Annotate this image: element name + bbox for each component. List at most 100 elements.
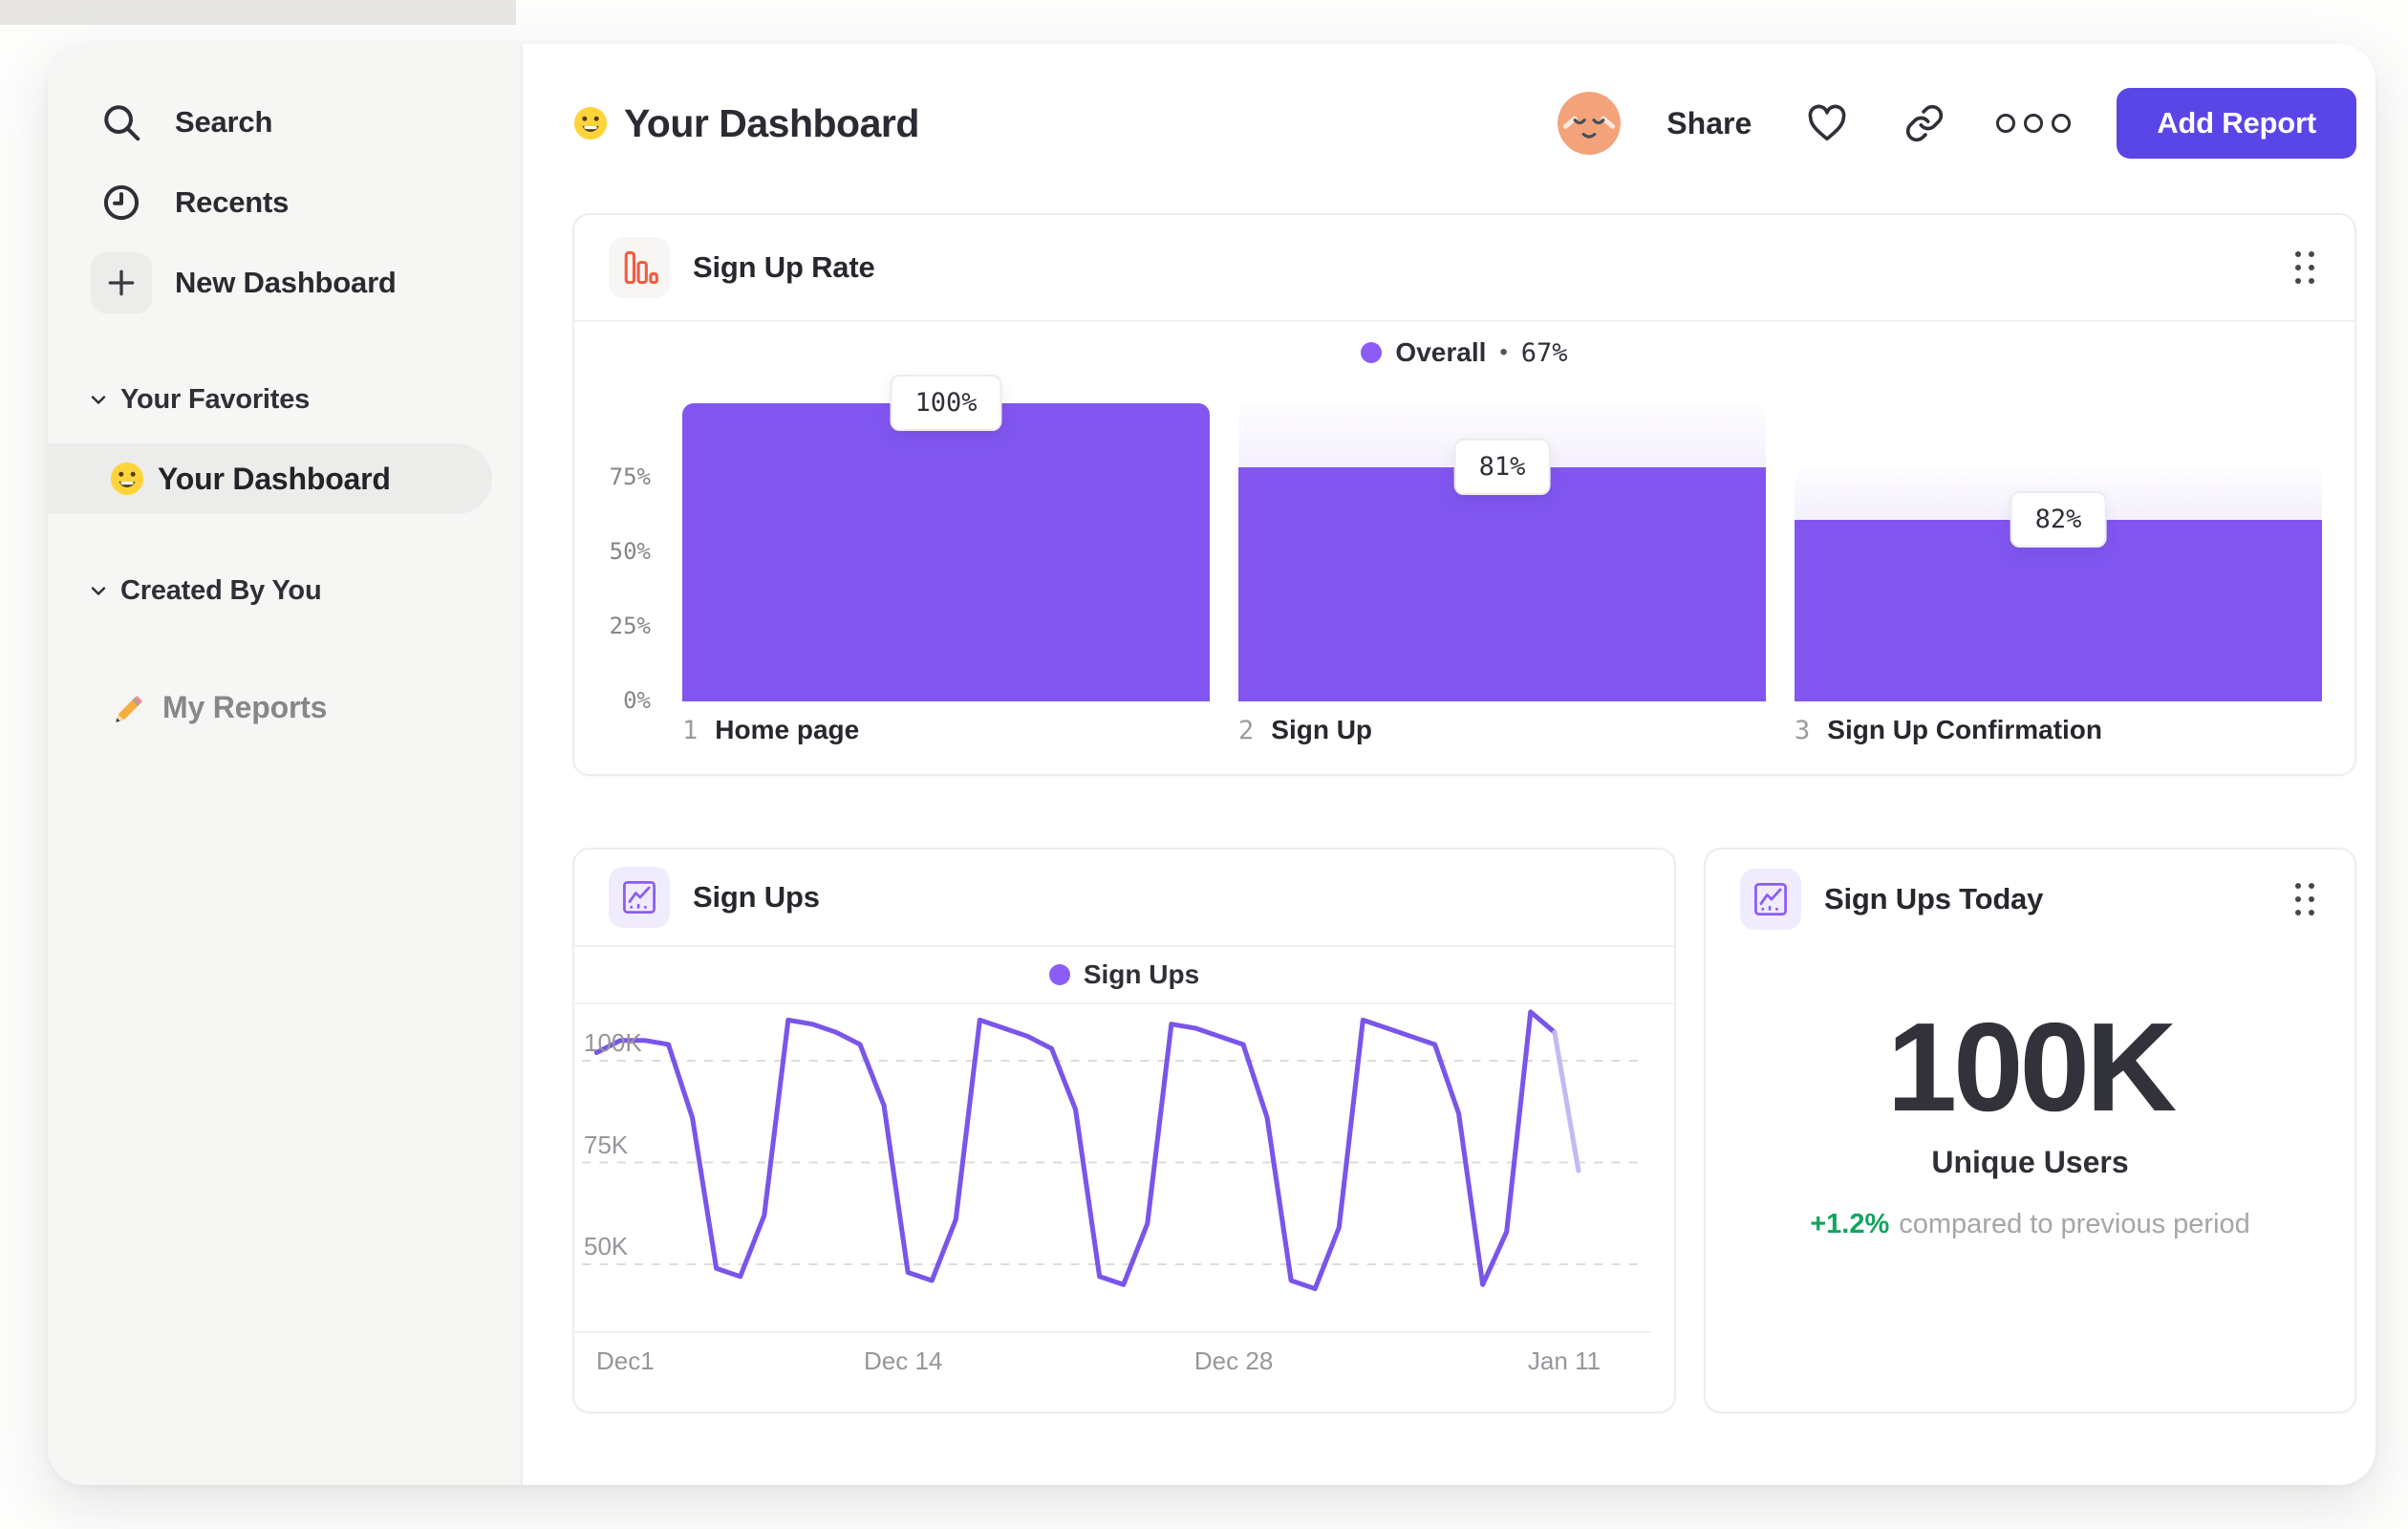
main-content: Your Dashboard Share [523,44,2376,1485]
line-chart-icon [1740,869,1801,930]
share-button[interactable]: Share [1666,105,1752,140]
heart-icon[interactable] [1805,101,1849,145]
sidebar-item-your-dashboard[interactable]: Your Dashboard [48,443,492,514]
category-name: Sign Up Confirmation [1827,715,2103,744]
sidebar-section-created-by-you[interactable]: Created By You [48,562,521,619]
sidebar-item-label: Recents [175,185,290,219]
bar-chart: 75% 50% 25% 0% 100% 81% [601,375,2322,714]
kpi-metric-label: Unique Users [1931,1145,2129,1179]
bar-fill [682,403,1210,701]
bar-chart-icon [609,237,670,298]
category-index: 2 [1238,716,1255,745]
bar-total [1238,403,1766,701]
add-report-button[interactable]: Add Report [2117,88,2356,159]
page-title: Your Dashboard [624,100,919,145]
section-title: Your Favorites [120,383,311,415]
sidebar-item-label: Your Dashboard [158,461,391,496]
line-chart-svg [582,1009,1644,1292]
card-header: Sign Ups [574,850,1674,947]
kpi-delta-row: +1.2% compared to previous period [1706,1209,2354,1240]
x-axis-ticks: Dec1 Dec 14 Dec 28 Jan 11 [574,1331,1651,1386]
y-axis-tick: 0% [623,687,651,714]
y-axis-tick: 75K [584,1130,629,1159]
bar-sign-up-confirmation: 82% [1795,383,2322,701]
search-icon [91,92,152,153]
category-label: 3 Sign Up Confirmation [1795,715,2322,745]
chart-legend: Sign Ups [574,947,1674,1004]
app-window: Search Recents New Dashboard [48,44,2376,1485]
card-title: Sign Up Rate [693,250,875,284]
card-signups: Sign Ups Sign Ups 100K 75K 50K Dec1 Dec … [572,848,1676,1413]
kpi-value: 100K [1886,997,2178,1137]
background-window-strip [0,0,516,25]
x-axis-tick: Dec1 [596,1346,655,1375]
drag-handle-icon[interactable] [2290,246,2320,290]
header-actions: Share Add Report [1558,88,2356,159]
x-axis-tick: Dec 28 [1193,1346,1274,1375]
smiley-emoji-icon [109,461,145,497]
link-icon[interactable] [1903,101,1946,145]
bottom-cards-row: Sign Ups Sign Ups 100K 75K 50K Dec1 Dec … [572,848,2356,1413]
avatar[interactable] [1558,92,1622,155]
section-title: Created By You [120,574,322,606]
category-index: 3 [1795,716,1811,745]
category-label: 2 Sign Up [1238,715,1766,745]
y-axis-tick: 100K [584,1028,642,1057]
category-index: 1 [682,716,699,745]
sidebar: Search Recents New Dashboard [48,44,523,1485]
card-title: Sign Ups Today [1824,882,2044,915]
x-axis-tick: Jan 11 [1527,1346,1602,1375]
sidebar-item-label: Search [175,105,273,139]
legend-separator: • [1499,339,1508,365]
line-chart: 100K 75K 50K [574,1004,1651,1331]
category-label: 1 Home page [682,715,1210,745]
card-signups-today: Sign Ups Today 100K Unique Users +1.2% co… [1704,848,2356,1413]
legend-value: 67% [1520,337,1568,368]
bar-sign-up: 81% [1238,383,1766,701]
pencil-emoji-icon [115,687,151,728]
clock-icon [91,172,152,233]
ellipsis-icon[interactable] [1996,101,2072,145]
sidebar-section-your-favorites[interactable]: Your Favorites [48,371,521,428]
kpi-delta-value: +1.2% [1810,1209,1890,1239]
legend-series-label: Sign Ups [1083,959,1200,989]
y-axis-tick: 50K [584,1232,629,1260]
y-axis-ticks: 75% 50% 25% 0% [601,383,651,714]
smiley-emoji-icon [572,105,609,141]
sidebar-item-label: New Dashboard [175,266,397,299]
plus-icon [91,252,152,313]
category-name: Home page [715,715,860,744]
legend-dot-icon [1361,342,1383,363]
bar-fill [1238,467,1766,701]
y-axis-tick: 25% [609,613,651,639]
drag-handle-icon[interactable] [2290,877,2320,921]
card-header: Sign Ups Today [1706,850,2354,949]
line-chart-icon [609,867,670,928]
page-header: Your Dashboard Share [572,84,2356,162]
legend-dot-icon [1048,964,1070,985]
bar-value-tooltip: 82% [2010,490,2107,548]
card-title: Sign Ups [693,880,820,914]
bar-home-page: 100% [682,375,1210,701]
y-axis-tick: 50% [609,538,651,565]
bar-fill [1795,520,2322,701]
sidebar-item-my-reports[interactable]: My Reports [48,669,521,745]
bar-value-tooltip: 100% [890,375,1002,431]
chart-legend: Overall • 67% [574,322,2354,383]
kpi-delta-note: compared to previous period [1899,1209,2250,1239]
bar-category-labels: 1 Home page 2 Sign Up 3 Sign Up Confirma… [682,715,2322,745]
category-name: Sign Up [1271,715,1373,744]
sidebar-item-new-dashboard[interactable]: New Dashboard [48,243,521,323]
y-axis-tick: 75% [609,463,651,490]
page-title-wrap: Your Dashboard [572,101,919,146]
bar-chart-bars: 100% 81% 82% [682,375,2322,701]
sidebar-item-search[interactable]: Search [48,82,521,162]
card-signup-rate: Sign Up Rate Overall • 67% 75% 50% 25% 0… [572,213,2356,776]
legend-series-label: Overall [1395,337,1487,367]
sidebar-item-label: My Reports [162,689,328,724]
x-axis-tick: Dec 14 [863,1346,943,1375]
bar-value-tooltip: 81% [1453,439,1551,496]
chevron-down-icon [86,578,111,603]
sidebar-item-recents[interactable]: Recents [48,162,521,243]
card-header: Sign Up Rate [574,215,2354,322]
